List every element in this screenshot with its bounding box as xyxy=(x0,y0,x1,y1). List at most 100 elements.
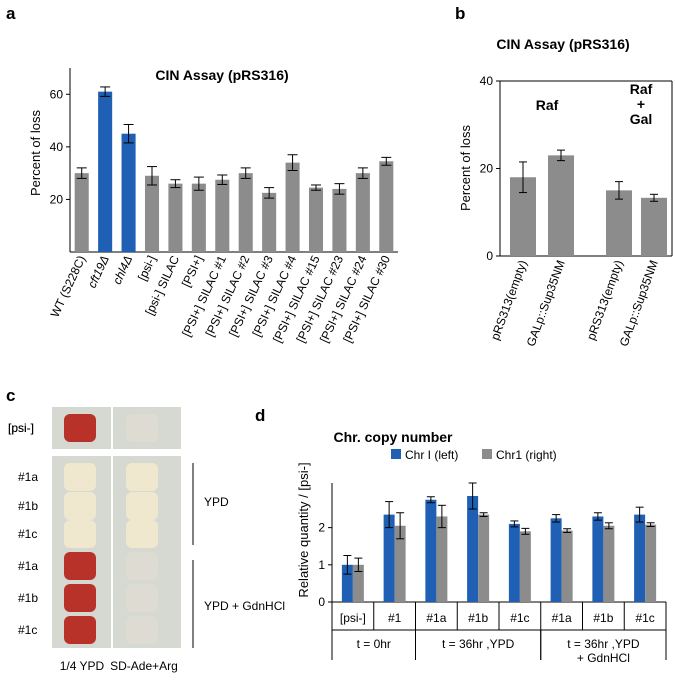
plate-row-label: #1b xyxy=(18,591,38,605)
colony-left xyxy=(64,463,96,491)
chart-d-bar xyxy=(467,496,479,602)
chart-b-annotation: Raf xyxy=(630,81,653,97)
chart-d-group-label: t = 0hr xyxy=(357,637,391,651)
chart-d-xtick-label: #1a xyxy=(552,611,572,625)
chart-d-xtick-label: #1c xyxy=(635,611,654,625)
chart-b: CIN Assay (pRS316) Percent of loss 0 20 40… xyxy=(458,36,673,348)
chart-d-bar xyxy=(550,518,562,602)
chart-a-bar xyxy=(168,183,183,252)
chart-d-group-label: + GdnHCl xyxy=(577,651,630,665)
chart-a-bar xyxy=(379,161,394,252)
chart-b-annotation: Raf xyxy=(536,97,559,113)
group-label-gdnhcl: YPD + GdnHCl xyxy=(204,599,285,613)
panel-letter-c: c xyxy=(6,386,15,405)
plate-divider xyxy=(111,407,113,648)
colony-right xyxy=(126,584,158,612)
chart-d-xtick-label: [psi-] xyxy=(340,611,366,625)
colony-left xyxy=(64,584,96,612)
chart-d-bar xyxy=(341,564,353,602)
chart-a-xtick-label: WT (S228C) xyxy=(48,253,89,319)
chart-d-bar xyxy=(383,514,395,602)
chart-d-legend-label: Chr1 (right) xyxy=(496,448,557,462)
chart-d-bar xyxy=(508,523,520,602)
chart-a-ytick-label: 60 xyxy=(50,87,64,101)
chart-b-ylabel: Percent of loss xyxy=(458,125,473,211)
colony-left xyxy=(64,552,96,580)
chart-d-bar xyxy=(645,524,657,602)
plate-column-label: 1/4 YPD xyxy=(60,659,105,673)
chart-b-title: CIN Assay (pRS316) xyxy=(496,36,629,52)
chart-d-bar xyxy=(352,564,364,602)
plate-row-label: [psi-] xyxy=(8,421,34,435)
chart-a-xtick-label: chl4Δ xyxy=(110,253,135,286)
plate-row-label-psi: [psi-] xyxy=(8,421,34,435)
chart-b-xtick-label: pRS313(empty) xyxy=(584,258,626,342)
colony-right xyxy=(126,520,158,548)
chart-b-annotation: + xyxy=(637,96,645,112)
chart-d-ytick-label: 0 xyxy=(318,595,325,609)
plate-images: 1/4 YPD SD-Ade+Arg xyxy=(52,407,181,673)
plate-row-label: #1a xyxy=(18,470,38,484)
chart-a-bar xyxy=(191,183,206,252)
chart-d-ytick-label: 2 xyxy=(318,521,325,535)
colony-left xyxy=(64,616,96,644)
chart-a-bar xyxy=(144,175,160,252)
chart-a-xtick-label: [psi-] xyxy=(135,253,159,282)
chart-d: Chr. copy number Relative quantity / [ps… xyxy=(296,429,667,665)
colony-left xyxy=(64,520,96,548)
chart-d-xtick-label: #1a xyxy=(426,611,446,625)
chart-a-bar xyxy=(74,173,89,252)
colony-right xyxy=(126,552,158,580)
chart-a-xtick-label: cft19Δ xyxy=(85,253,112,290)
chart-a-bar xyxy=(215,179,230,252)
panel-letter-b: b xyxy=(455,4,465,23)
chart-d-bar xyxy=(478,514,490,602)
colony-right xyxy=(126,492,158,520)
chart-d-xtick-label: #1b xyxy=(468,611,488,625)
chart-a-ylabel: Percent of loss xyxy=(28,110,43,196)
chart-a-bar xyxy=(285,162,300,252)
chart-d-bar xyxy=(561,530,573,602)
chart-d-bar xyxy=(394,525,406,602)
chart-d-group-label: t = 36hr ,YPD xyxy=(442,637,515,651)
chart-a-bar xyxy=(332,188,347,252)
chart-d-legend-swatch xyxy=(391,449,401,459)
chart-a-bar xyxy=(238,173,253,252)
chart-d-xtick-label: #1c xyxy=(510,611,529,625)
chart-a-bar xyxy=(308,187,324,252)
colony-right xyxy=(126,463,158,491)
chart-b-annotation: Gal xyxy=(630,111,653,127)
chart-b-ytick-label: 20 xyxy=(480,162,494,176)
chart-a-title: CIN Assay (pRS316) xyxy=(155,67,288,83)
chart-b-xtick-label: GALp::Sup35NM xyxy=(524,258,568,348)
plate-row-label: #1c xyxy=(18,527,37,541)
chart-d-bar xyxy=(634,514,646,602)
colony-left xyxy=(64,492,96,520)
chart-a-ytick-label: 40 xyxy=(50,140,64,154)
chart-a-bar xyxy=(121,133,136,252)
chart-d-bar xyxy=(425,499,437,602)
chart-d-ylabel: Relative quantity / [psi-] xyxy=(296,462,311,597)
chart-b-xtick-label: GALp::Sup35NM xyxy=(617,258,661,348)
chart-d-bar xyxy=(519,531,531,602)
plate-row-label: #1a xyxy=(18,559,38,573)
chart-d-bar xyxy=(603,525,615,602)
chart-d-xtick-label: #1b xyxy=(593,611,613,625)
chart-d-bar xyxy=(592,516,604,602)
panel-letter-a: a xyxy=(6,4,16,23)
chart-d-legend-swatch xyxy=(482,449,492,459)
panel-letter-d: d xyxy=(255,406,265,425)
chart-d-title: Chr. copy number xyxy=(333,429,453,445)
chart-a-bar xyxy=(262,192,277,252)
plate-column-label: SD-Ade+Arg xyxy=(110,659,178,673)
chart-d-legend-label: Chr I (left) xyxy=(405,448,458,462)
chart-a: CIN Assay (pRS316) Percent of loss 20 40 6… xyxy=(28,67,398,345)
plate-row-label: #1c xyxy=(18,623,37,637)
chart-a-bar xyxy=(355,173,370,252)
chart-b-bar xyxy=(641,197,667,256)
chart-b-ytick-label: 0 xyxy=(486,249,493,263)
chart-b-bar xyxy=(606,190,632,256)
chart-a-bar xyxy=(98,91,113,253)
group-label-ypd: YPD xyxy=(204,495,229,509)
